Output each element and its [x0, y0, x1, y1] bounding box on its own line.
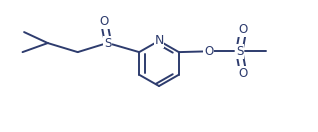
Text: N: N	[154, 34, 164, 47]
Text: S: S	[236, 45, 243, 58]
Text: O: O	[204, 45, 213, 58]
Text: O: O	[238, 23, 247, 36]
Text: S: S	[104, 37, 111, 50]
Text: O: O	[238, 67, 247, 80]
Text: O: O	[100, 15, 109, 28]
